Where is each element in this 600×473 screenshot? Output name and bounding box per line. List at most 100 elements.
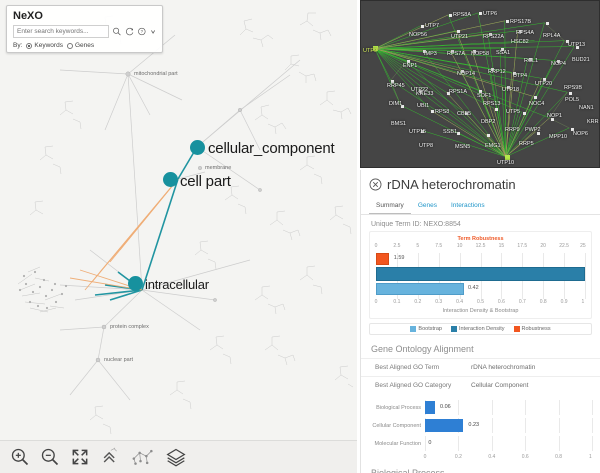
gene-node[interactable] [546, 22, 549, 25]
refresh-icon[interactable] [125, 26, 135, 37]
gene-network-canvas[interactable] [361, 1, 599, 168]
gene-node[interactable] [534, 96, 537, 99]
bottom-tick: 0 [374, 299, 378, 305]
ontology-node-cell-part[interactable] [163, 172, 178, 187]
radio-keywords[interactable] [26, 42, 33, 49]
gene-node[interactable] [451, 50, 454, 53]
gene-node[interactable] [461, 70, 464, 73]
gene-node[interactable] [519, 30, 522, 33]
bar-robustness: 1.59 [376, 253, 585, 265]
help-icon[interactable]: ? [137, 26, 147, 37]
detail-tabs[interactable]: Summary Genes Interactions [361, 198, 600, 215]
search-by-keywords[interactable]: Keywords [26, 42, 63, 49]
gene-node[interactable] [487, 134, 490, 137]
gene-label: RPS13 [483, 101, 501, 107]
gene-node[interactable] [489, 33, 492, 36]
gene-label: UTP15 [409, 129, 427, 135]
search-icon[interactable] [112, 26, 122, 37]
radio-keywords-label: Keywords [34, 42, 63, 49]
gene-node[interactable] [465, 112, 468, 115]
radio-genes[interactable] [66, 42, 73, 49]
gene-node[interactable] [447, 92, 450, 95]
gene-node[interactable] [391, 80, 394, 83]
go-tick: 0 [423, 454, 427, 460]
close-circle-icon[interactable] [369, 178, 382, 191]
gene-label: DBP2 [481, 119, 496, 125]
detail-title: rDNA heterochromatin [387, 177, 516, 192]
top-tick: 2.5 [393, 243, 401, 249]
top-tick: 0 [374, 243, 378, 249]
gene-node[interactable] [479, 12, 482, 15]
gene-node[interactable] [479, 90, 482, 93]
gene-hub-node-utp9[interactable] [373, 46, 378, 51]
gene-node[interactable] [551, 118, 554, 121]
gene-label: NOP56 [409, 32, 428, 38]
tab-genes[interactable]: Genes [417, 202, 437, 209]
gene-label: UTP21 [451, 34, 469, 40]
gene-node[interactable] [491, 68, 494, 71]
unique-term-id: Unique Term ID: NEXO:8854 [371, 221, 461, 228]
gene-label: RPS22A [483, 34, 505, 40]
go-tick: 0.4 [488, 454, 496, 460]
ontology-node-label-cellular-component: cellular_component [208, 140, 335, 157]
ontology-node-cellular-component[interactable] [190, 140, 205, 155]
top-tick: 5 [416, 243, 420, 249]
gene-node[interactable] [507, 86, 510, 89]
gene-label: RCL1 [524, 58, 539, 64]
tab-summary[interactable]: Summary [369, 198, 411, 214]
gene-node[interactable] [419, 90, 422, 93]
zoom-out-icon[interactable] [40, 447, 60, 467]
gene-node[interactable] [537, 132, 540, 135]
tab-interactions[interactable]: Interactions [450, 202, 485, 209]
chevron-down-icon[interactable] [150, 26, 156, 37]
gene-node[interactable] [421, 25, 424, 28]
gene-node[interactable] [423, 50, 426, 53]
gene-node[interactable] [407, 60, 410, 63]
gene-node[interactable] [457, 30, 460, 33]
gene-network-panel[interactable]: UTP9 UTP10 RPS8A UTP7 UTP6 RPS17B NOP56 … [360, 0, 600, 168]
search-by-genes[interactable]: Genes [66, 42, 94, 49]
search-by-row: By: Keywords Genes [13, 42, 156, 49]
legend-interaction-density: Interaction Density [450, 326, 505, 332]
gene-node[interactable] [557, 60, 560, 63]
gene-node[interactable] [431, 110, 434, 113]
gene-node[interactable] [401, 105, 404, 108]
zoom-in-icon[interactable] [10, 447, 30, 467]
ontology-node-intracellular[interactable] [128, 276, 143, 291]
network-toolbar[interactable] [0, 440, 357, 473]
ontology-node-label-cell-part: cell part [180, 173, 231, 190]
gene-hub-node-utp10[interactable] [505, 155, 510, 160]
search-input[interactable] [13, 25, 109, 38]
robustness-plot-area: 1.59 0.42 [376, 253, 586, 299]
network-icon[interactable] [130, 447, 156, 467]
gene-node[interactable] [543, 78, 546, 81]
bar-value-bootstrap: 0.42 [467, 285, 479, 291]
gene-label: UTP20 [535, 81, 553, 87]
gene-node[interactable] [529, 58, 532, 61]
gene-node[interactable] [501, 48, 504, 51]
gene-node[interactable] [566, 40, 569, 43]
term-detail-panel[interactable]: rDNA heterochromatin Summary Genes Inter… [360, 170, 600, 473]
gene-node[interactable] [571, 128, 574, 131]
top-tick: 7.5 [435, 243, 443, 249]
gene-node[interactable] [506, 20, 509, 23]
layers-icon[interactable] [166, 447, 186, 467]
gene-node[interactable] [473, 50, 476, 53]
gene-node[interactable] [457, 132, 460, 135]
fit-screen-icon[interactable] [70, 447, 90, 467]
gene-node[interactable] [421, 130, 424, 133]
gene-node[interactable] [569, 92, 572, 95]
gene-node[interactable] [449, 14, 452, 17]
gene-node[interactable] [576, 46, 579, 49]
search-panel[interactable]: NeXO ? By: [6, 5, 163, 53]
gene-node[interactable] [495, 108, 498, 111]
collapse-icon[interactable] [100, 447, 120, 467]
gene-label: NOP4 [551, 61, 566, 67]
ontology-network-canvas[interactable] [0, 0, 357, 440]
gene-node[interactable] [523, 112, 526, 115]
gene-label: HSC82 [511, 39, 529, 45]
gene-label: EMG1 [485, 143, 501, 149]
gene-node[interactable] [513, 72, 516, 75]
ontology-network-panel[interactable]: cellular_component cell part intracellul… [0, 0, 357, 473]
